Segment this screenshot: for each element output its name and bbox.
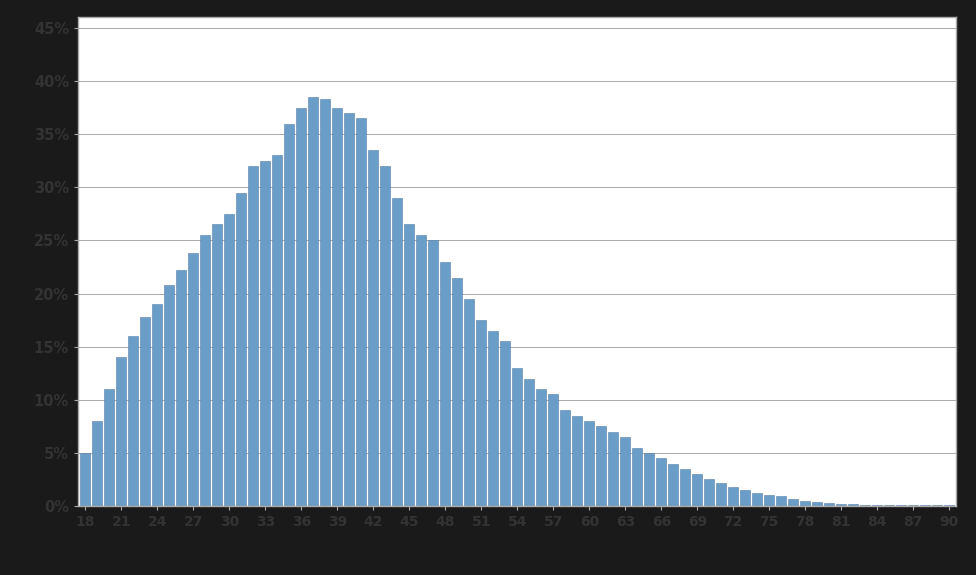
Bar [116,357,126,506]
Bar [177,270,186,506]
Bar [873,505,882,506]
Bar [560,411,570,506]
Bar [452,278,463,506]
Bar [944,505,955,506]
Bar [824,503,834,506]
Bar [608,432,619,506]
Bar [848,504,858,506]
Bar [332,108,343,506]
Bar [596,426,606,506]
Bar [500,342,510,506]
Bar [368,150,379,506]
Bar [776,496,787,506]
Bar [104,389,114,506]
Bar [381,166,390,506]
Bar [572,416,583,506]
Bar [764,496,774,506]
Bar [236,193,246,506]
Bar [740,490,751,506]
Bar [669,463,678,506]
Bar [308,97,318,506]
Bar [644,453,654,506]
Bar [392,198,402,506]
Bar [860,505,871,506]
Bar [224,214,234,506]
Bar [92,421,102,506]
Bar [800,501,810,506]
Bar [680,469,690,506]
Bar [440,262,450,506]
Bar [164,285,175,506]
Bar [152,304,162,506]
Bar [345,113,354,506]
Bar [248,166,259,506]
Bar [896,505,907,506]
Bar [284,124,295,506]
Bar [752,493,762,506]
Bar [261,160,270,506]
Bar [836,504,846,506]
Bar [549,394,558,506]
Bar [920,505,930,506]
Bar [620,437,630,506]
Bar [909,505,918,506]
Bar [789,499,798,506]
Bar [704,480,714,506]
Bar [524,378,535,506]
Bar [716,482,726,506]
Bar [932,505,943,506]
Bar [692,474,703,506]
Bar [212,224,223,506]
Bar [80,453,91,506]
Bar [476,320,486,506]
Bar [141,317,150,506]
Bar [404,224,415,506]
Bar [536,389,547,506]
Bar [428,240,438,506]
Bar [632,447,642,506]
Bar [188,253,198,506]
Bar [296,108,306,506]
Bar [356,118,366,506]
Bar [416,235,427,506]
Bar [320,99,331,506]
Bar [728,487,739,506]
Bar [200,235,211,506]
Bar [585,421,594,506]
Bar [884,505,894,506]
Bar [272,155,282,506]
Bar [812,502,823,506]
Bar [512,368,522,506]
Bar [656,458,667,506]
Bar [488,331,499,506]
Bar [128,336,139,506]
Bar [465,299,474,506]
